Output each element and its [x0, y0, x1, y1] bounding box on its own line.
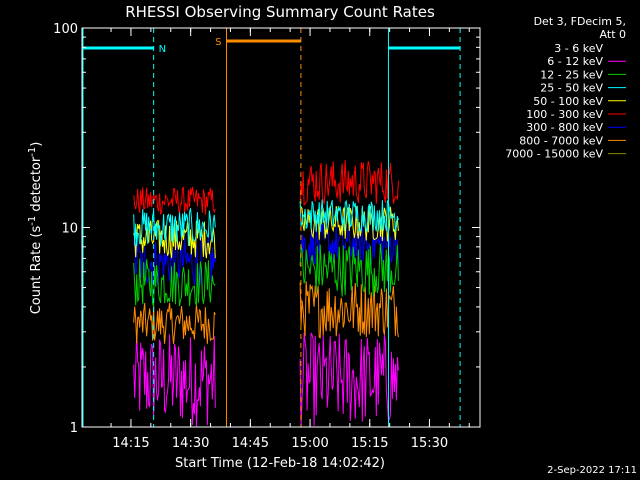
x-tick-label: 15:00	[291, 436, 328, 451]
night-label: N	[159, 44, 166, 55]
legend-label: 300 - 800 keV	[526, 121, 603, 134]
series-trace-12-25keV	[299, 243, 399, 297]
y-tick-label: 100	[53, 22, 78, 37]
saa-label: S	[215, 37, 221, 48]
chart-title: RHESSI Observing Summary Count Rates	[125, 3, 435, 21]
timestamp: 2-Sep-2022 17:11	[547, 465, 637, 476]
y-axis-label: Count Rate (s-1 detector-1)	[27, 142, 44, 315]
legend-item: 3 - 6 keV	[554, 42, 626, 55]
y-tick-label: 1	[70, 421, 78, 436]
legend-label: 3 - 6 keV	[554, 42, 603, 55]
legend-label: 100 - 300 keV	[526, 108, 603, 121]
axes: 1 10 100 14:15 14:30 14:45 15:00 15:15 15:30	[53, 22, 480, 451]
legend-item: 7000 - 15000 keV	[505, 148, 626, 161]
x-tick-label: 14:45	[232, 436, 269, 451]
legend-label: 7000 - 15000 keV	[505, 148, 603, 161]
series-trace-300-800keV	[133, 237, 216, 288]
legend-item: 300 - 800 keV	[526, 121, 626, 134]
legend-item: 12 - 25 keV	[540, 68, 626, 81]
series-trace-100-300keV	[133, 186, 216, 215]
x-tick-label: 15:30	[411, 436, 448, 451]
x-tick-label: 15:15	[351, 436, 388, 451]
x-tick-label: 14:15	[112, 436, 149, 451]
y-axis-label-middle: detector	[29, 156, 44, 216]
x-axis-label: Start Time (12-Feb-18 14:02:42)	[175, 456, 385, 471]
y-axis-label-end: )	[29, 142, 44, 147]
series-trace-12-25keV	[133, 258, 216, 308]
y-axis-label-main: Count Rate (s	[29, 226, 44, 315]
legend-item: 25 - 50 keV	[540, 82, 626, 95]
series-trace-100-300keV	[299, 160, 399, 206]
series-trace-6-12keV	[133, 332, 216, 427]
legend-label: 50 - 100 keV	[533, 95, 603, 108]
series-trace-6-12keV	[299, 332, 399, 427]
legend-item: 50 - 100 keV	[533, 95, 626, 108]
series-trace-800-7000keV	[133, 302, 216, 345]
legend-item: 800 - 7000 keV	[519, 134, 626, 147]
y-axis-label-exponent-1: -1	[27, 216, 38, 226]
legend-header-line-1: Det 3, FDecim 5,	[534, 15, 626, 28]
series-trace-800-7000keV	[299, 281, 399, 339]
legend-label: 6 - 12 keV	[547, 55, 603, 68]
legend-label: 12 - 25 keV	[540, 68, 603, 81]
legend-header-line-2: Att 0	[600, 28, 626, 41]
x-tick-label: 14:30	[172, 436, 209, 451]
legend-item: 6 - 12 keV	[547, 55, 626, 68]
legend-label: 800 - 7000 keV	[519, 134, 603, 147]
legend-label: 25 - 50 keV	[540, 82, 603, 95]
legend-item: 100 - 300 keV	[526, 108, 626, 121]
y-axis-label-exponent-2: -1	[27, 147, 38, 157]
series-trace-25-50keV	[299, 199, 399, 232]
y-tick-label: 10	[61, 222, 78, 237]
series-trace-25-50keV	[133, 208, 216, 247]
